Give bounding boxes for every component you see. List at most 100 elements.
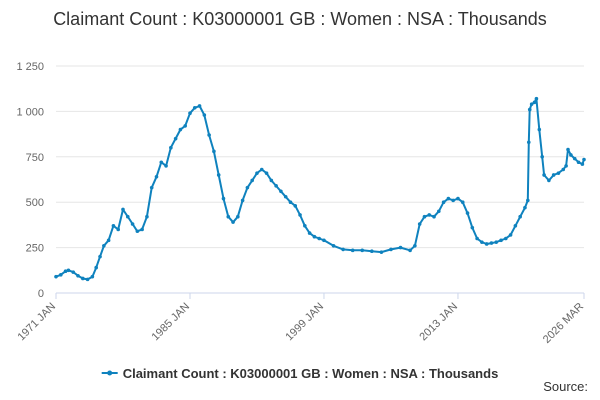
data-point[interactable] [240,198,245,203]
data-point[interactable] [551,173,556,177]
data-point[interactable] [446,196,451,201]
data-point[interactable] [135,229,140,234]
data-point[interactable] [264,171,269,175]
data-point[interactable] [154,174,159,179]
data-point[interactable] [140,227,144,232]
data-point[interactable] [437,209,441,214]
data-point[interactable] [221,196,226,201]
data-point[interactable] [460,200,465,204]
data-point[interactable] [236,214,240,219]
data-point[interactable] [331,243,336,248]
data-point[interactable] [523,205,527,210]
data-point[interactable] [188,111,192,116]
data-point[interactable] [413,243,417,248]
data-point[interactable] [274,184,278,188]
data-point[interactable] [90,274,95,279]
data-point[interactable] [192,105,197,110]
data-point[interactable] [298,213,302,217]
data-point[interactable] [532,100,537,105]
data-point[interactable] [379,250,384,254]
data-point[interactable] [432,214,436,219]
data-point[interactable] [116,227,121,232]
data-point[interactable] [54,274,58,279]
data-point[interactable] [130,222,135,226]
data-point[interactable] [145,214,149,219]
data-point[interactable] [207,133,211,137]
data-point[interactable] [480,240,484,244]
data-point[interactable] [484,242,489,246]
data-point[interactable] [226,214,231,219]
data-point[interactable] [303,224,307,228]
data-point[interactable] [527,107,532,112]
data-point[interactable] [499,238,503,243]
data-point[interactable] [231,220,235,224]
data-point[interactable] [169,145,173,150]
data-point[interactable] [526,140,531,145]
data-point[interactable] [63,269,68,274]
data-point[interactable] [529,102,534,106]
data-point[interactable] [106,238,111,243]
data-point[interactable] [212,149,216,154]
data-point[interactable] [312,234,317,239]
data-point[interactable] [417,222,422,226]
data-point[interactable] [441,200,446,204]
data-point[interactable] [269,178,274,183]
legend[interactable]: Claimant Count : K03000001 GB : Women : … [101,366,499,381]
data-point[interactable] [245,185,250,190]
data-point[interactable] [566,147,570,152]
data-point[interactable] [164,164,168,168]
data-point[interactable] [389,247,393,252]
data-point[interactable] [58,273,63,277]
data-point[interactable] [173,136,178,141]
data-point[interactable] [283,194,288,199]
data-point[interactable] [475,236,479,241]
data-point[interactable] [102,243,106,248]
data-point[interactable] [98,254,102,259]
data-point[interactable] [561,167,566,172]
data-point[interactable] [513,224,518,228]
data-point[interactable] [526,198,530,203]
data-point[interactable] [322,238,326,243]
data-point[interactable] [307,231,312,235]
data-point[interactable] [159,160,164,165]
data-point[interactable] [564,164,568,168]
data-point[interactable] [317,236,321,241]
data-point[interactable] [202,113,207,117]
data-point[interactable] [255,171,259,175]
data-point[interactable] [504,236,508,241]
data-point[interactable] [470,225,475,230]
data-point[interactable] [125,214,130,219]
data-point[interactable] [149,185,154,190]
data-point[interactable] [576,160,581,165]
data-point[interactable] [121,207,125,212]
data-point[interactable] [341,247,345,252]
data-point[interactable] [183,124,188,128]
data-point[interactable] [518,214,522,219]
data-point[interactable] [534,96,539,101]
data-point[interactable] [279,189,283,194]
data-point[interactable] [197,104,202,108]
data-point[interactable] [427,213,432,217]
data-point[interactable] [572,156,577,161]
data-point[interactable] [94,265,98,270]
data-point[interactable] [250,178,254,183]
data-point[interactable] [582,157,586,162]
data-point[interactable] [465,211,470,215]
data-point[interactable] [398,245,403,250]
data-point[interactable] [178,127,183,132]
data-point[interactable] [537,127,542,132]
data-point[interactable] [293,204,298,208]
data-point[interactable] [422,214,427,219]
data-point[interactable] [111,224,116,228]
data-point[interactable] [494,240,499,244]
data-point[interactable] [370,249,374,254]
data-point[interactable] [451,198,455,203]
data-point[interactable] [542,173,546,177]
data-point[interactable] [547,178,551,183]
data-point[interactable] [71,270,76,274]
data-point[interactable] [288,200,293,204]
data-point[interactable] [408,248,412,253]
data-point[interactable] [489,241,494,245]
data-point[interactable] [556,171,561,175]
data-point[interactable] [456,196,460,201]
